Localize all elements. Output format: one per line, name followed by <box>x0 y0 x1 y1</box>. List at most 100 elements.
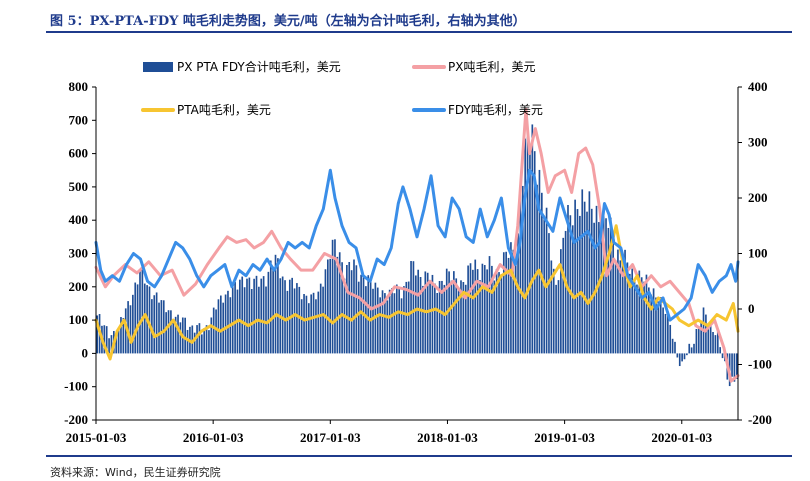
total-bar <box>450 280 453 354</box>
total-bar <box>678 353 681 367</box>
legend-label: PTA吨毛利，美元 <box>177 103 271 117</box>
total-bar <box>419 277 422 354</box>
total-bar <box>495 269 498 354</box>
total-bar <box>590 208 593 354</box>
total-bar <box>127 301 129 354</box>
total-bar <box>120 317 122 354</box>
total-bar <box>602 207 605 354</box>
total-bar <box>659 297 662 354</box>
total-bar <box>493 280 496 354</box>
total-bar <box>533 151 536 354</box>
total-bar <box>595 205 598 354</box>
total-bar <box>640 277 643 354</box>
total-bar <box>143 283 146 354</box>
total-bar <box>105 326 108 354</box>
figure-title: 图 5：PX-PTA-FDY 吨毛利走势图，美元/吨（左轴为合计吨毛利，右轴为其… <box>50 14 526 29</box>
total-bar <box>700 320 702 354</box>
total-bar <box>571 225 574 354</box>
total-bar <box>117 328 120 354</box>
total-bar <box>191 325 194 354</box>
total-bar <box>526 136 529 354</box>
x-tick-label: 2015-01-03 <box>66 430 127 445</box>
left-tick-label: 400 <box>69 212 89 227</box>
total-bar <box>110 335 113 354</box>
total-bar <box>234 281 236 354</box>
total-bar <box>462 282 465 354</box>
right-tick-label: 300 <box>748 135 768 150</box>
legend-label: PX吨毛利，美元 <box>448 60 535 74</box>
total-bar <box>502 252 505 354</box>
total-bar <box>250 289 253 354</box>
total-bar <box>367 275 370 354</box>
total-bar <box>619 260 622 354</box>
total-bar <box>124 308 127 354</box>
total-bar <box>231 286 234 354</box>
total-bar <box>303 294 305 354</box>
total-bar <box>567 204 569 354</box>
total-bar <box>372 288 374 354</box>
total-bar <box>353 259 355 354</box>
total-bar <box>705 314 707 354</box>
total-bar <box>474 259 477 354</box>
total-bar <box>731 353 733 377</box>
total-bar <box>669 324 672 354</box>
total-bar <box>633 281 636 354</box>
total-bar <box>357 281 360 354</box>
x-tick-label: 2020-01-03 <box>651 430 712 445</box>
total-bar <box>469 263 472 354</box>
left-tick-label: 300 <box>69 246 89 261</box>
total-bar <box>193 332 196 354</box>
total-bar <box>331 239 334 354</box>
legend: PX PTA FDY合计吨毛利，美元 PX吨毛利，美元 PTA吨毛利，美元 FDY吨毛… <box>141 59 543 117</box>
total-bar <box>148 286 151 354</box>
total-bar <box>379 297 381 354</box>
total-bar <box>538 169 541 354</box>
total-bar <box>151 299 153 354</box>
total-bar <box>550 260 553 354</box>
total-bar <box>612 242 614 354</box>
right-tick-label: 0 <box>748 301 755 316</box>
total-bar <box>548 233 550 354</box>
left-tick-label: 500 <box>69 179 89 194</box>
total-bar <box>605 218 607 354</box>
left-tick-label: 100 <box>69 312 89 327</box>
footer-rule <box>46 455 792 457</box>
total-bar <box>476 269 479 354</box>
line-PTA吨毛利，美元 <box>94 224 740 361</box>
x-tick-label: 2019-01-03 <box>534 430 595 445</box>
total-bar <box>455 278 458 354</box>
total-bar <box>317 291 320 354</box>
total-bar <box>153 295 156 354</box>
total-bar <box>598 222 600 354</box>
total-bar <box>414 275 417 354</box>
total-bar <box>196 325 198 354</box>
total-bar <box>481 263 484 354</box>
axes <box>92 86 742 424</box>
total-bar <box>186 329 189 354</box>
total-bar <box>512 249 515 354</box>
total-bar <box>243 287 246 354</box>
total-bar <box>690 347 693 354</box>
total-bar <box>160 300 163 354</box>
total-bar <box>305 295 308 354</box>
total-bar <box>141 263 144 354</box>
bar-series-total <box>96 124 738 387</box>
total-bar <box>329 258 332 354</box>
total-bar <box>260 278 263 354</box>
source-note: 资料来源：Wind，民生证券研究院 <box>50 466 221 479</box>
total-bar <box>262 276 265 354</box>
total-bar <box>457 290 460 354</box>
total-bar <box>174 316 177 354</box>
total-bar <box>272 266 274 354</box>
total-bar <box>312 292 315 354</box>
total-bar <box>628 273 631 354</box>
total-bar <box>212 307 215 354</box>
total-bar <box>293 288 296 354</box>
total-bar <box>467 265 469 354</box>
total-bar <box>136 284 139 354</box>
total-bar <box>184 317 186 354</box>
total-bar <box>265 286 267 354</box>
total-bar <box>122 318 125 354</box>
total-bar <box>545 207 548 354</box>
